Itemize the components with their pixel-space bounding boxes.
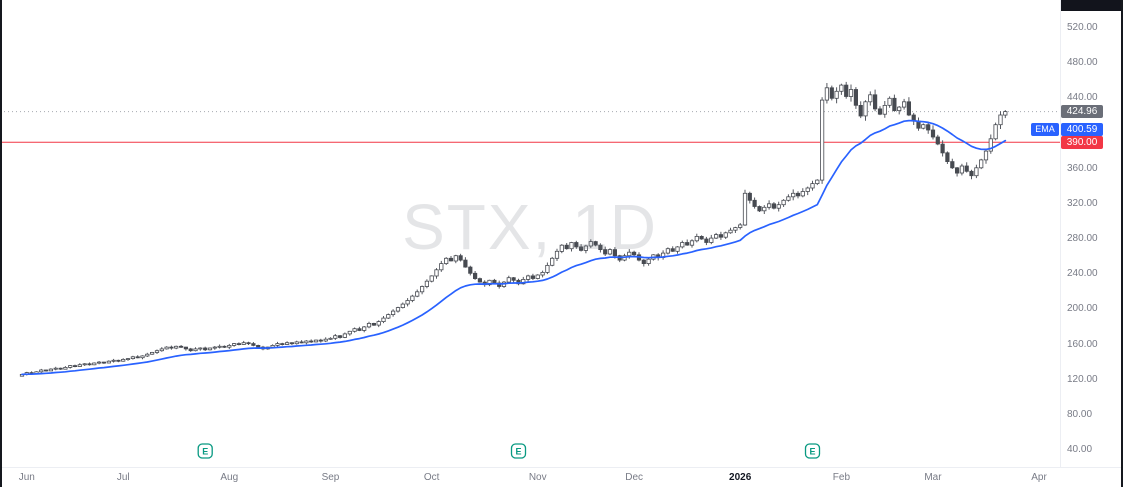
ema-label-tag[interactable]: EMA xyxy=(1031,122,1059,136)
price-tick-label: 40.00 xyxy=(1067,444,1093,455)
price-tick-label: 360.00 xyxy=(1067,162,1098,174)
price-tick-label: 120.00 xyxy=(1067,373,1098,385)
candle-wicks xyxy=(21,81,1006,377)
price-tick-label: 200.00 xyxy=(1067,303,1098,315)
price-tick-label: 440.00 xyxy=(1067,92,1098,104)
price-tick-label: 520.00 xyxy=(1067,22,1098,33)
price-tick-label: 80.00 xyxy=(1067,408,1093,420)
month-label: Jul xyxy=(116,472,130,483)
window-right-edge xyxy=(1121,0,1123,487)
month-label: Nov xyxy=(528,472,547,483)
last-price-badge: 424.96 xyxy=(1061,105,1103,119)
svg-text:E: E xyxy=(515,447,521,457)
month-label: Feb xyxy=(832,472,851,483)
ema-line[interactable] xyxy=(21,119,1007,376)
earnings-icon[interactable]: E xyxy=(510,443,527,459)
month-label: Mar xyxy=(924,472,942,483)
month-label: Oct xyxy=(423,472,440,483)
time-axis[interactable]: Jun Jul Aug Sep Oct Nov Dec 2026 Feb Mar Apr xyxy=(0,467,1123,487)
price-tick-label: 240.00 xyxy=(1067,268,1098,280)
axis-top-badge xyxy=(1061,0,1123,11)
alert-price-badge: 390.00 xyxy=(1061,136,1103,150)
svg-text:E: E xyxy=(202,447,208,457)
price-tick-label: 320.00 xyxy=(1067,197,1098,209)
candle-bodies[interactable] xyxy=(19,84,1008,377)
year-label: 2026 xyxy=(729,472,752,483)
price-tick-label: 280.00 xyxy=(1067,233,1098,244)
price-tick-label: 160.00 xyxy=(1067,338,1098,350)
month-label: Jun xyxy=(18,472,35,483)
month-label: Apr xyxy=(1031,472,1047,483)
month-label: Aug xyxy=(220,472,239,483)
price-axis[interactable]: 520.00 480.00 440.00 360.00 320.00 280.00 240.… xyxy=(1060,0,1122,467)
ema-price-badge: 400.59 xyxy=(1061,122,1103,136)
svg-text:E: E xyxy=(809,447,815,457)
price-tick-label: 480.00 xyxy=(1067,57,1098,69)
month-label: Sep xyxy=(321,472,340,483)
earnings-icon[interactable]: E xyxy=(197,443,213,459)
window-left-edge xyxy=(0,0,2,487)
earnings-icon[interactable]: E xyxy=(804,443,821,459)
month-label: Dec xyxy=(625,472,644,483)
